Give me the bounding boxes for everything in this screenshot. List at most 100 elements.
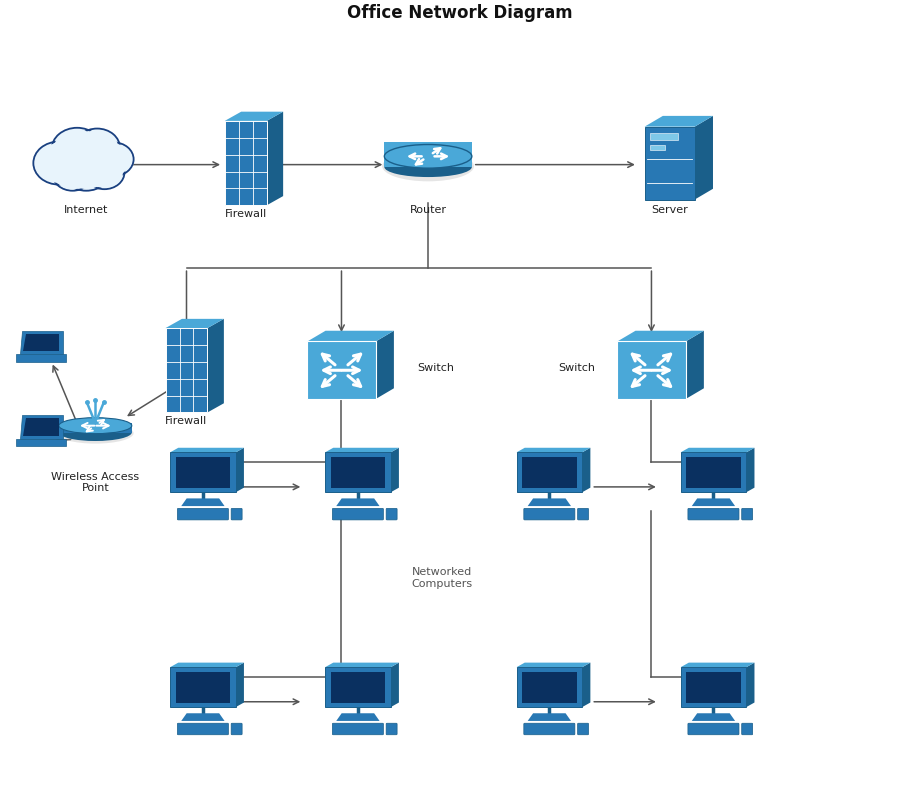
Polygon shape — [307, 330, 393, 342]
FancyBboxPatch shape — [516, 667, 582, 707]
Polygon shape — [324, 448, 399, 452]
FancyBboxPatch shape — [741, 723, 752, 735]
Text: Networked
Computers: Networked Computers — [411, 567, 471, 589]
Ellipse shape — [384, 144, 471, 168]
Polygon shape — [23, 334, 59, 351]
Text: Server: Server — [651, 204, 687, 215]
FancyBboxPatch shape — [177, 723, 228, 735]
Polygon shape — [691, 499, 734, 506]
Polygon shape — [685, 330, 703, 399]
Polygon shape — [181, 713, 224, 721]
Circle shape — [35, 144, 83, 183]
Circle shape — [62, 149, 109, 189]
FancyBboxPatch shape — [686, 457, 740, 488]
Circle shape — [51, 128, 103, 171]
FancyBboxPatch shape — [386, 508, 397, 519]
Text: Firewall: Firewall — [165, 417, 208, 426]
Polygon shape — [694, 116, 712, 200]
FancyBboxPatch shape — [59, 423, 131, 433]
FancyBboxPatch shape — [384, 141, 471, 167]
FancyBboxPatch shape — [176, 457, 230, 488]
Circle shape — [85, 156, 124, 189]
Text: Switch: Switch — [557, 363, 595, 373]
FancyBboxPatch shape — [332, 508, 383, 519]
Polygon shape — [644, 116, 712, 127]
Ellipse shape — [57, 423, 133, 444]
Polygon shape — [335, 713, 380, 721]
FancyBboxPatch shape — [687, 723, 738, 735]
Circle shape — [76, 130, 118, 165]
Polygon shape — [691, 713, 734, 721]
Polygon shape — [391, 662, 399, 707]
FancyBboxPatch shape — [617, 342, 685, 399]
Polygon shape — [516, 662, 590, 667]
Polygon shape — [324, 662, 399, 667]
Circle shape — [54, 158, 91, 189]
FancyBboxPatch shape — [177, 508, 228, 519]
Text: Firewall: Firewall — [224, 209, 267, 219]
FancyBboxPatch shape — [170, 452, 235, 492]
Ellipse shape — [384, 156, 471, 177]
Circle shape — [94, 142, 133, 176]
Polygon shape — [235, 662, 244, 707]
Polygon shape — [19, 331, 62, 354]
FancyBboxPatch shape — [577, 508, 588, 519]
FancyBboxPatch shape — [644, 127, 694, 200]
Polygon shape — [680, 448, 754, 452]
FancyBboxPatch shape — [680, 452, 745, 492]
FancyBboxPatch shape — [523, 723, 574, 735]
Polygon shape — [235, 448, 244, 492]
FancyBboxPatch shape — [307, 342, 375, 399]
Text: Router: Router — [409, 204, 446, 215]
FancyBboxPatch shape — [165, 328, 208, 413]
Polygon shape — [617, 330, 703, 342]
Text: Wireless Access
Point: Wireless Access Point — [51, 472, 140, 493]
FancyBboxPatch shape — [231, 508, 242, 519]
FancyBboxPatch shape — [741, 508, 752, 519]
FancyBboxPatch shape — [16, 439, 65, 446]
FancyBboxPatch shape — [386, 723, 397, 735]
Polygon shape — [528, 499, 571, 506]
Ellipse shape — [59, 417, 131, 433]
FancyBboxPatch shape — [330, 672, 385, 702]
FancyBboxPatch shape — [650, 132, 677, 140]
Polygon shape — [267, 112, 283, 205]
Polygon shape — [582, 448, 590, 492]
Ellipse shape — [381, 151, 473, 181]
FancyBboxPatch shape — [577, 723, 588, 735]
Polygon shape — [745, 662, 754, 707]
FancyBboxPatch shape — [330, 457, 385, 488]
Polygon shape — [375, 330, 393, 399]
Polygon shape — [335, 499, 380, 506]
Title: Office Network Diagram: Office Network Diagram — [346, 4, 573, 22]
FancyBboxPatch shape — [680, 667, 745, 707]
Circle shape — [61, 148, 111, 191]
Circle shape — [53, 129, 100, 169]
Polygon shape — [745, 448, 754, 492]
Circle shape — [74, 128, 119, 167]
FancyBboxPatch shape — [324, 667, 391, 707]
Polygon shape — [165, 319, 223, 328]
FancyBboxPatch shape — [523, 508, 574, 519]
FancyBboxPatch shape — [650, 145, 664, 150]
Text: Switch: Switch — [416, 363, 454, 373]
Polygon shape — [170, 662, 244, 667]
Polygon shape — [224, 112, 283, 120]
Circle shape — [52, 157, 93, 191]
Text: Internet: Internet — [64, 204, 108, 215]
FancyBboxPatch shape — [687, 508, 738, 519]
Polygon shape — [528, 713, 571, 721]
FancyBboxPatch shape — [521, 672, 576, 702]
FancyBboxPatch shape — [231, 723, 242, 735]
FancyBboxPatch shape — [332, 723, 383, 735]
Circle shape — [33, 141, 85, 184]
FancyBboxPatch shape — [224, 120, 267, 205]
Polygon shape — [680, 662, 754, 667]
Circle shape — [95, 144, 131, 175]
Polygon shape — [19, 416, 62, 439]
FancyBboxPatch shape — [176, 672, 230, 702]
Polygon shape — [208, 319, 223, 413]
Polygon shape — [391, 448, 399, 492]
FancyBboxPatch shape — [324, 452, 391, 492]
FancyBboxPatch shape — [516, 452, 582, 492]
